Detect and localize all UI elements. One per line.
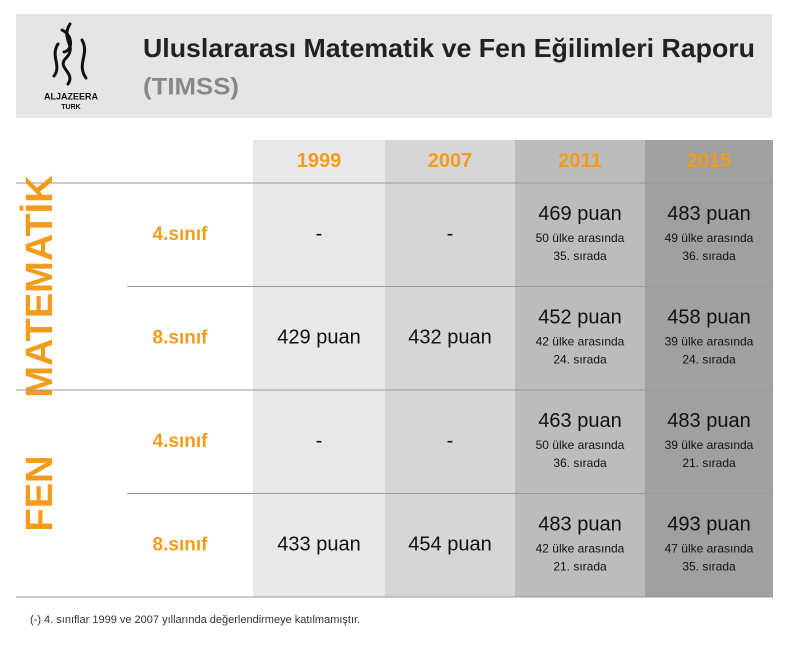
group-label: FEN [19,456,61,532]
row-label: 4.sınıf [153,224,209,245]
cell-score: - [316,430,323,452]
cell-score: 469 puan [538,203,621,225]
title: Uluslararası Matematik ve Fen Eğilimleri… [143,33,755,63]
cell-detail: 21. sırada [682,456,736,470]
logo [52,22,88,86]
cell-detail: 24. sırada [682,352,736,366]
group-label: MATEMATİK [19,175,61,398]
cell-score: 432 puan [408,327,491,349]
cell-detail: 42 ülke arasında [536,334,625,348]
cell-score: 433 puan [277,534,360,556]
cell-detail: 47 ülke arasında [665,541,754,555]
subtitle: (TIMSS) [143,73,239,100]
row-label: 8.sınıf [153,327,209,348]
cell-score: - [447,430,454,452]
cell-detail: 49 ülke arasında [665,231,754,245]
cell-detail: 42 ülke arasında [536,541,625,555]
column-header: 2007 [428,150,473,172]
cell-score: 463 puan [538,410,621,432]
cell-detail: 36. sırada [553,456,607,470]
cell-score: 493 puan [667,514,750,536]
cell-detail: 35. sırada [553,249,607,263]
cell-score: 429 puan [277,327,360,349]
cell-detail: 21. sırada [553,559,607,573]
column-bg [253,140,385,597]
cell-score: - [447,223,454,245]
cell-score: 483 puan [667,203,750,225]
cell-detail: 50 ülke arasında [536,231,625,245]
column-header: 2015 [687,150,732,172]
column-header: 1999 [297,150,342,172]
footnote: (-) 4. sınıflar 1999 ve 2007 yıllarında … [30,614,360,626]
cell-detail: 39 ülke arasında [665,438,754,452]
row-label: 8.sınıf [153,534,209,555]
cell-detail: 39 ülke arasında [665,334,754,348]
logo-sub: TURK [61,104,80,111]
cell-score: 452 puan [538,307,621,329]
column-bg [515,140,645,597]
cell-score: 483 puan [667,410,750,432]
header-band [16,14,772,118]
column-bg [385,140,515,597]
logo-text: ALJAZEERA [44,91,99,101]
cell-detail: 24. sırada [553,352,607,366]
row-label: 4.sınıf [153,431,209,452]
column-bg [645,140,773,597]
cell-score: 454 puan [408,534,491,556]
cell-detail: 35. sırada [682,559,736,573]
cell-score: 458 puan [667,307,750,329]
cell-score: - [316,223,323,245]
cell-score: 483 puan [538,514,621,536]
cell-detail: 36. sırada [682,249,736,263]
column-header: 2011 [558,150,601,172]
cell-detail: 50 ülke arasında [536,438,625,452]
